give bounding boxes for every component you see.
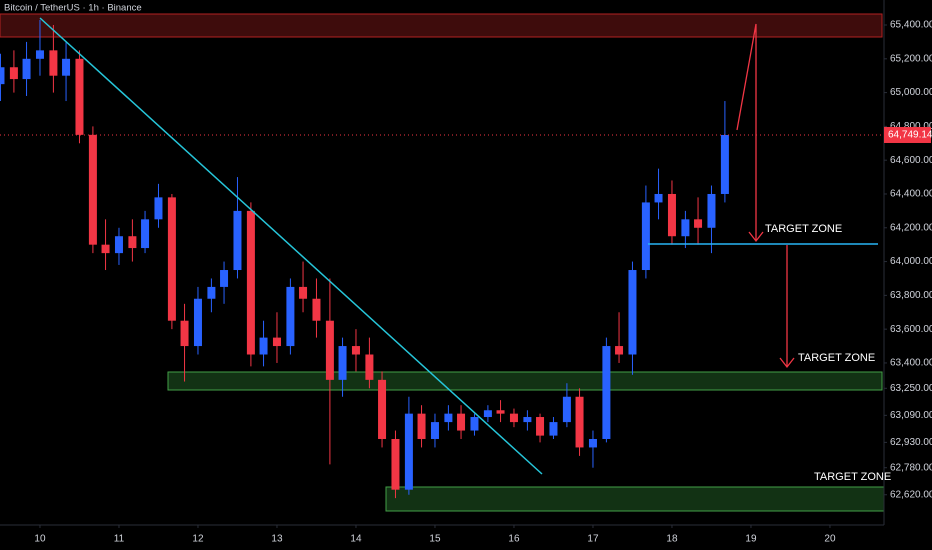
candle-body: [35, 50, 44, 59]
x-tick-label: 12: [192, 534, 204, 545]
y-tick-label: 62,620.00: [890, 489, 932, 500]
y-tick-label: 62,780.00: [890, 462, 932, 473]
candle-body: [562, 396, 571, 423]
candle-body: [49, 50, 58, 76]
candle-body: [365, 354, 374, 380]
candle-body: [536, 417, 545, 436]
x-tick-label: 19: [745, 534, 757, 545]
candle-body: [681, 219, 690, 237]
candle-body: [667, 193, 676, 237]
candle-body: [694, 219, 703, 228]
y-tick-label: 64,800.00: [890, 121, 932, 132]
candle-body: [75, 58, 84, 135]
x-tick-label: 18: [666, 534, 678, 545]
candle-body: [286, 286, 295, 347]
y-tick-label: 64,200.00: [890, 222, 932, 233]
candle-body: [207, 286, 216, 299]
x-tick-label: 15: [429, 534, 441, 545]
candle-body: [549, 422, 558, 436]
supply-zone: [0, 13, 883, 38]
candle-body: [9, 67, 18, 80]
candles: [0, 19, 884, 499]
candle-body: [391, 438, 400, 490]
candle-body: [259, 337, 268, 355]
candle-body: [141, 219, 150, 249]
y-tick-label: 63,250.00: [890, 383, 932, 394]
candle-body: [154, 197, 163, 220]
candle-body: [299, 286, 308, 299]
last-price-label: 64,749.14: [888, 130, 932, 141]
candle-body: [22, 58, 31, 80]
y-tick-label: 64,000.00: [890, 256, 932, 267]
candle-body: [180, 320, 189, 347]
annotation: TARGET ZONE: [814, 471, 891, 483]
candle-body: [101, 244, 110, 254]
y-tick-label: 64,400.00: [890, 189, 932, 200]
candle-body: [312, 298, 321, 321]
arrow-head: [748, 231, 764, 243]
arrow-head: [779, 357, 795, 369]
candle-body: [496, 410, 505, 414]
candle-body: [509, 413, 518, 423]
trendline: [39, 17, 543, 475]
candle-body: [246, 210, 255, 355]
annotation: TARGET ZONE: [798, 352, 875, 364]
x-tick-label: 10: [34, 534, 46, 545]
chart-title: Bitcoin / TetherUS · 1h · Binance: [4, 3, 142, 14]
candle-body: [220, 270, 229, 287]
candle-body: [615, 346, 624, 355]
candle-body: [233, 210, 242, 271]
y-tick-label: 65,000.00: [890, 87, 932, 98]
candle-body: [167, 197, 176, 321]
candle-body: [0, 67, 5, 85]
y-tick-label: 63,600.00: [890, 324, 932, 335]
annotation: TARGET ZONE: [765, 223, 842, 235]
candle-body: [575, 396, 584, 448]
candle-body: [114, 236, 123, 254]
demand-zone: [385, 486, 885, 512]
y-tick-label: 63,400.00: [890, 358, 932, 369]
x-tick-label: 14: [350, 534, 362, 545]
candle-body: [88, 134, 97, 245]
candle-body: [470, 417, 479, 431]
candle-body: [444, 413, 453, 423]
demand-zone: [167, 371, 883, 391]
candle-body: [193, 298, 202, 347]
y-tick-label: 64,600.00: [890, 155, 932, 166]
candle-body: [338, 346, 347, 380]
candle-body: [707, 193, 716, 228]
candle-body: [430, 422, 439, 439]
candle-body: [404, 413, 413, 490]
y-tick-label: 63,800.00: [890, 290, 932, 301]
candle-body: [351, 346, 360, 355]
y-tick-label: 65,200.00: [890, 53, 932, 64]
y-tick-label: 63,090.00: [890, 410, 932, 421]
candle-body: [602, 346, 611, 439]
x-tick-label: 20: [824, 534, 836, 545]
candle-body: [378, 379, 387, 439]
candle-body: [62, 58, 71, 76]
y-tick-label: 65,400.00: [890, 20, 932, 31]
candle-body: [457, 413, 466, 431]
x-tick-label: 16: [508, 534, 520, 545]
candle-body: [641, 202, 650, 271]
candle-body: [523, 417, 532, 423]
candle-body: [628, 270, 637, 355]
candle-body: [325, 320, 334, 380]
candle-body: [654, 193, 663, 203]
x-tick-label: 11: [114, 534, 125, 545]
candle-body: [128, 236, 137, 249]
projection-arrow: [736, 23, 757, 240]
candle-body: [588, 438, 597, 448]
y-tick-label: 62,930.00: [890, 437, 932, 448]
candle-body: [417, 413, 426, 439]
x-tick-label: 17: [587, 534, 599, 545]
last-price-box: [884, 126, 931, 143]
candle-body: [720, 134, 729, 194]
candle-body: [483, 410, 492, 418]
x-tick-label: 13: [271, 534, 283, 545]
candle-body: [272, 337, 281, 347]
